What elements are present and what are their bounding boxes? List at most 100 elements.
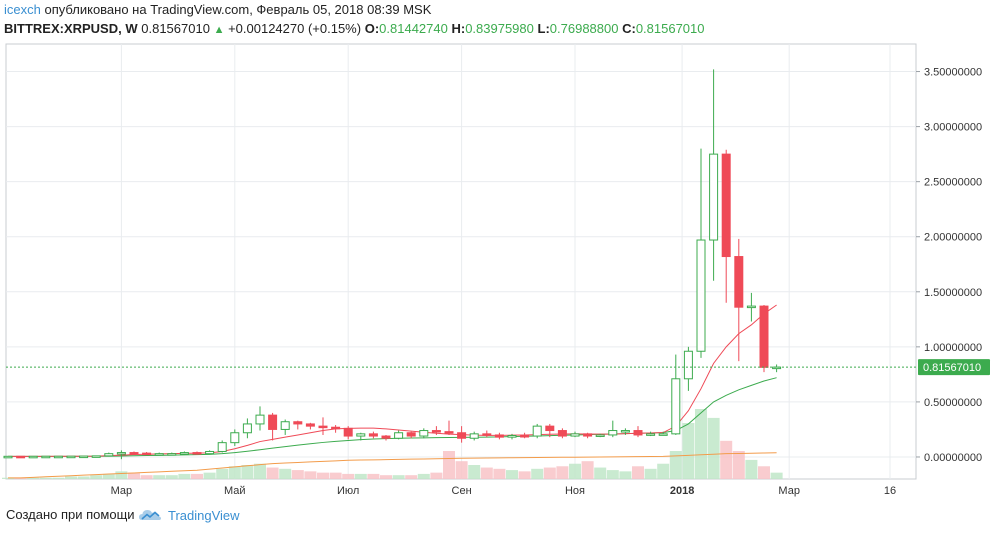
candle-body bbox=[507, 435, 517, 438]
volume-bar bbox=[317, 472, 329, 479]
candle-body bbox=[595, 434, 605, 437]
close-value: 0.81567010 bbox=[635, 21, 705, 36]
open-value: 0.81442740 bbox=[379, 21, 448, 36]
footer-created-with: Создано при помощи bbox=[6, 507, 135, 522]
candle-body bbox=[268, 414, 278, 430]
volume-bar bbox=[405, 475, 418, 479]
volume-bar bbox=[304, 471, 317, 479]
price-tick-label: 0.50000000 bbox=[924, 397, 982, 409]
candle-body bbox=[431, 430, 441, 433]
candle-body bbox=[368, 433, 378, 437]
volume-bar bbox=[191, 473, 203, 479]
candle-body bbox=[696, 239, 706, 352]
time-tick-label: 2018 bbox=[670, 485, 694, 497]
low-value: 0.76988800 bbox=[549, 21, 619, 36]
volume-bar bbox=[569, 463, 581, 479]
candle-body bbox=[620, 430, 630, 433]
candle-body bbox=[734, 256, 744, 308]
time-tick-label: Мар bbox=[111, 485, 133, 497]
candle-body bbox=[444, 431, 454, 434]
candle-body bbox=[79, 455, 89, 459]
candle-body bbox=[179, 452, 189, 455]
author-link[interactable]: icexch bbox=[4, 2, 41, 17]
candle-body bbox=[457, 432, 467, 439]
high-value: 0.83975980 bbox=[465, 21, 534, 36]
candle-body bbox=[116, 452, 126, 455]
candle-body bbox=[305, 423, 315, 427]
volume-bar bbox=[644, 468, 657, 479]
last-price-tag-label: 0.81567010 bbox=[923, 362, 981, 374]
volume-bar bbox=[606, 470, 619, 479]
volume-bar bbox=[102, 473, 115, 479]
open-label: O: bbox=[364, 21, 380, 36]
time-tick-label: Ноя bbox=[565, 485, 585, 497]
price-tick-label: 1.50000000 bbox=[924, 287, 982, 299]
volume-bar bbox=[417, 473, 430, 479]
volume-bar bbox=[39, 477, 52, 479]
volume-bar bbox=[65, 476, 77, 479]
candle-body bbox=[709, 153, 719, 241]
candle-body bbox=[545, 425, 555, 432]
candle-body bbox=[520, 435, 530, 438]
symbol-label: BITTREX:XRPUSD, W bbox=[4, 21, 138, 36]
volume-bar bbox=[279, 468, 292, 479]
volume-bar bbox=[342, 473, 355, 479]
candle-body bbox=[3, 455, 13, 459]
price-change: +0.00124270 (+0.15%) bbox=[228, 21, 362, 36]
volume-bar bbox=[354, 473, 367, 479]
chart-header-line-1: icexch опубликовано на TradingView.com, … bbox=[4, 2, 431, 17]
ma-mid-line bbox=[8, 377, 777, 457]
volume-bar bbox=[632, 466, 644, 479]
candle-body bbox=[66, 455, 76, 459]
volume-bar bbox=[367, 473, 380, 479]
up-arrow-icon: ▲ bbox=[213, 24, 225, 36]
volume-bar bbox=[758, 466, 770, 479]
price-tick-label: 3.50000000 bbox=[924, 67, 982, 79]
volume-bar bbox=[543, 467, 556, 479]
candle-body bbox=[557, 430, 567, 437]
candle-body bbox=[671, 378, 681, 435]
volume-bar bbox=[707, 417, 720, 479]
candle-body bbox=[772, 366, 782, 370]
candle-body bbox=[242, 423, 252, 434]
candle-body bbox=[406, 432, 416, 437]
tradingview-brand[interactable]: TradingView bbox=[138, 506, 240, 524]
volume-bar bbox=[178, 473, 191, 479]
volume-bar bbox=[216, 468, 229, 479]
volume-bar bbox=[619, 471, 632, 479]
price-tick-label: 3.00000000 bbox=[924, 122, 982, 134]
volume-bar bbox=[52, 477, 65, 479]
candle-body bbox=[683, 350, 693, 380]
candle-body bbox=[356, 433, 366, 437]
candle-body bbox=[583, 433, 593, 437]
price-tick-label: 2.50000000 bbox=[924, 177, 982, 189]
volume-bar bbox=[480, 467, 493, 479]
price-tick-label: 1.00000000 bbox=[924, 342, 982, 354]
price-tick-label: 0.00000000 bbox=[924, 452, 982, 464]
volume-bar bbox=[581, 461, 594, 479]
time-scale[interactable]: Мар Май Июл Сен Ноя 2018 Мар 16 bbox=[111, 485, 896, 497]
volume-bar bbox=[153, 475, 166, 479]
volume-bar bbox=[140, 475, 153, 479]
candle-body bbox=[104, 453, 114, 457]
volume-bar bbox=[27, 477, 40, 479]
candle-body bbox=[532, 425, 542, 437]
candle-body bbox=[41, 455, 51, 459]
candle-body bbox=[658, 433, 668, 436]
candle-body bbox=[394, 432, 404, 439]
price-scale[interactable]: 3.50000000 3.00000000 2.50000000 2.00000000… bbox=[916, 67, 982, 464]
candle-body bbox=[167, 453, 177, 456]
time-tick-label: Май bbox=[224, 485, 246, 497]
time-tick-label: Мар bbox=[778, 485, 800, 497]
volume-bar bbox=[392, 475, 405, 479]
candle-body bbox=[318, 425, 328, 429]
volume-bar bbox=[695, 409, 707, 479]
volume-bar bbox=[115, 471, 128, 479]
high-label: H: bbox=[451, 21, 466, 36]
volume-bar bbox=[682, 423, 695, 479]
volume-bar bbox=[518, 471, 531, 479]
candle-body bbox=[255, 414, 265, 425]
volume-bar bbox=[531, 468, 544, 479]
candlesticks[interactable] bbox=[3, 69, 782, 460]
